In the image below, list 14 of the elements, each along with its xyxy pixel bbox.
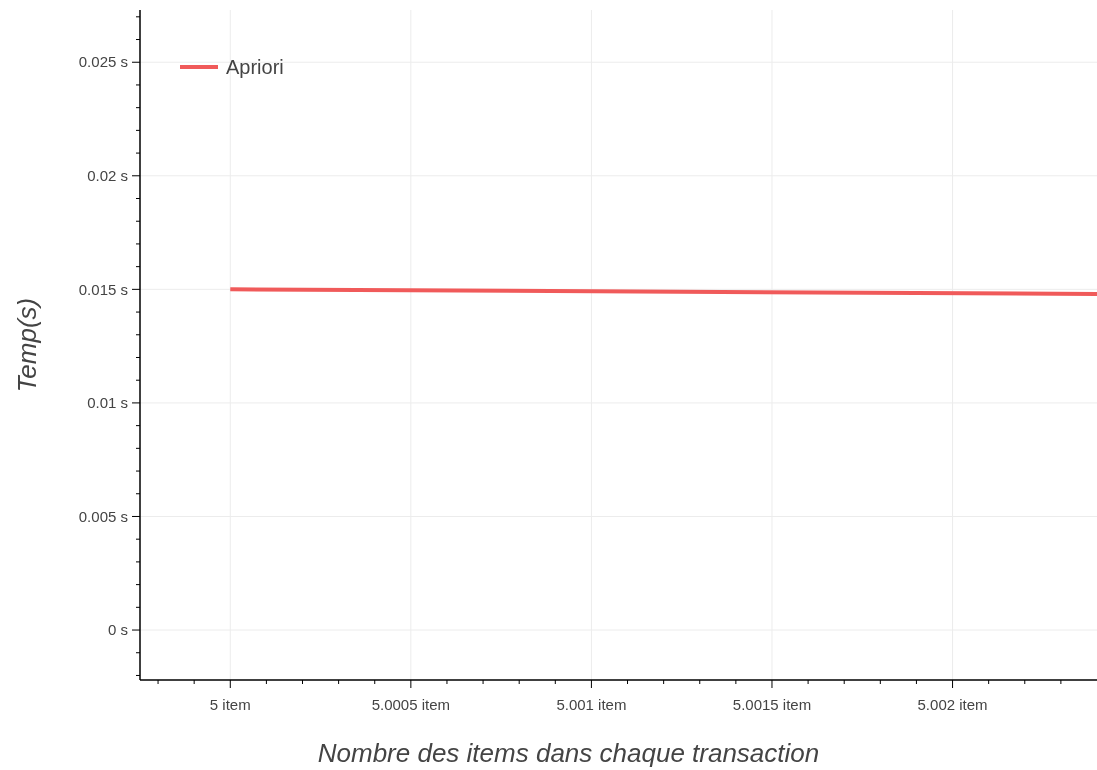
- legend-label: Apriori: [226, 56, 284, 78]
- y-tick-label: 0.01 s: [87, 394, 128, 412]
- x-tick-label: 5 item: [209, 696, 251, 713]
- y-tick-label: 0.02 s: [87, 167, 128, 185]
- x-tick-label: 5.001 item: [556, 696, 627, 713]
- y-axis-title: Temp(s): [12, 297, 42, 393]
- y-tick-label: 0.015 s: [78, 280, 128, 298]
- x-tick-label: 5.0015 item: [732, 696, 812, 713]
- y-tick-label: 0 s: [107, 621, 128, 639]
- x-tick-label: 5.0005 item: [371, 696, 451, 713]
- y-tick-label: 0.005 s: [78, 507, 128, 525]
- x-axis-title: Nombre des items dans chaque transaction: [317, 738, 820, 768]
- y-tick-label: 0.025 s: [78, 53, 128, 71]
- x-tick-label: 5.002 item: [917, 696, 988, 713]
